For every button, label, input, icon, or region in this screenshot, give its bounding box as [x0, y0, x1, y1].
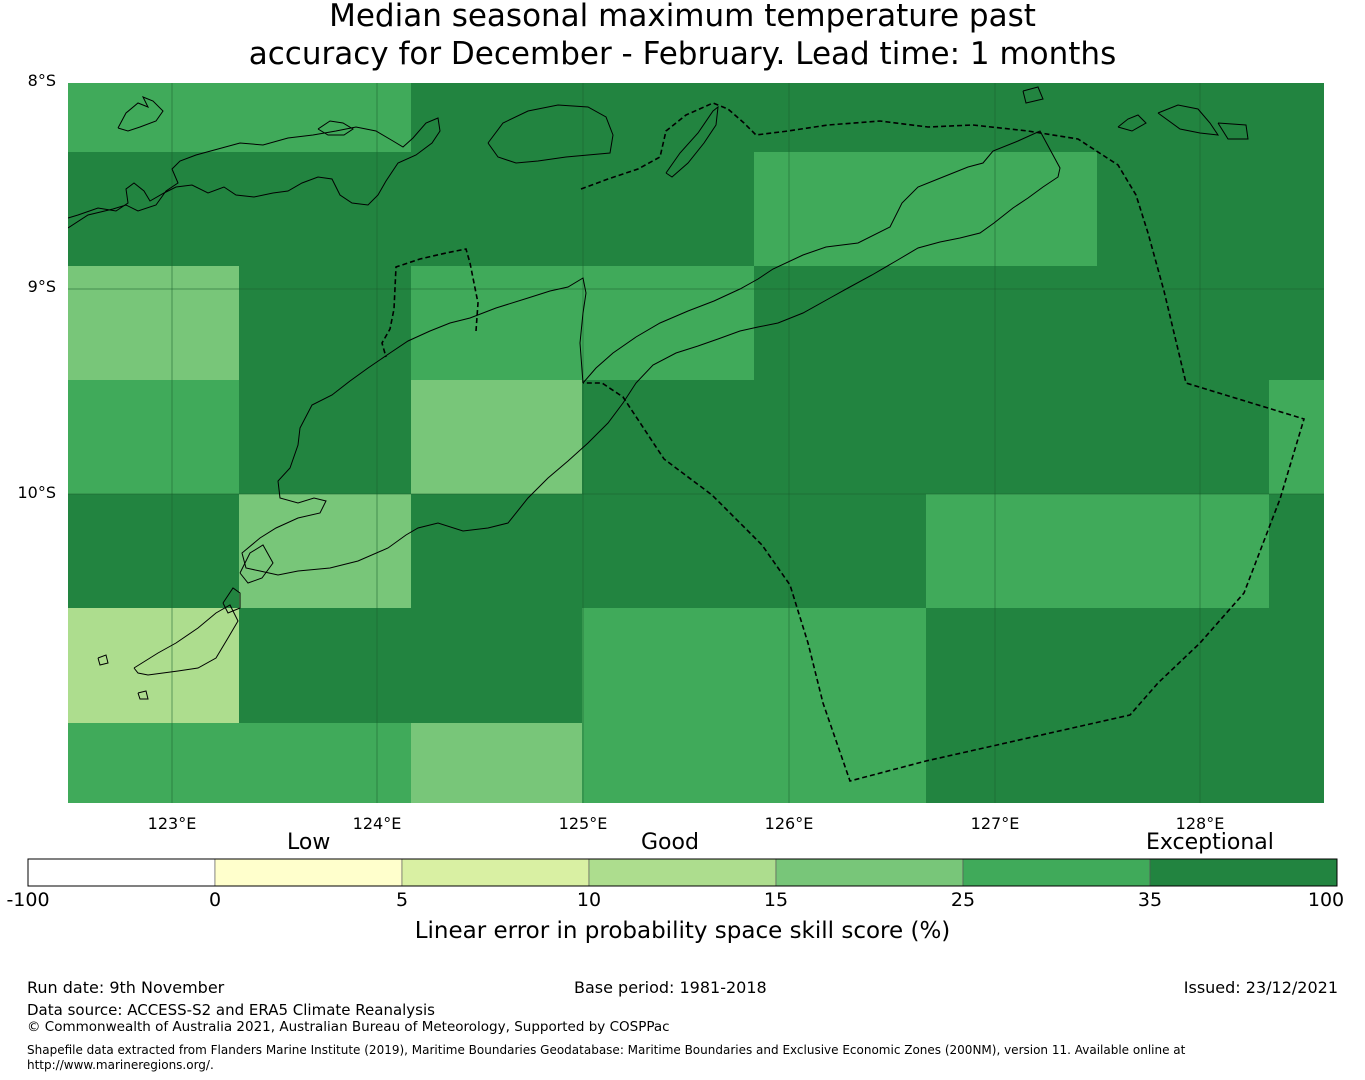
lat-label-9s: 9°S — [27, 277, 56, 296]
chart-title-line-2: accuracy for December - February. Lead t… — [248, 36, 1117, 72]
cell-good-high — [582, 608, 926, 723]
colorbar-segment-low-low — [214, 858, 403, 887]
colorbar-tick-label: 5 — [395, 889, 409, 911]
lon-label-127e: 127°E — [970, 814, 1020, 833]
lon-label-124e: 124°E — [352, 814, 402, 833]
cell-good-high — [68, 380, 239, 494]
run-date: Run date: 9th November — [27, 978, 225, 997]
colorbar-tick-label: 0 — [208, 889, 222, 911]
colorbar-segment-low-high — [401, 858, 590, 887]
copyright: © Commonwealth of Australia 2021, Austra… — [27, 1019, 670, 1035]
cell-good-mid — [411, 380, 582, 494]
colorbar-segment-none — [27, 858, 216, 887]
colorbar-tick-label: 15 — [763, 889, 789, 911]
category-label-exceptional: Exceptional — [1146, 830, 1274, 855]
colorbar-tick-label: 25 — [950, 889, 976, 911]
colorbar-tick-label: 100 — [1307, 889, 1345, 911]
colorbar-segment-good-high — [962, 858, 1151, 887]
issued-date: Issued: 23/12/2021 — [1183, 978, 1338, 997]
cell-good-low — [68, 608, 239, 723]
data-source: Data source: ACCESS-S2 and ERA5 Climate … — [27, 1001, 435, 1019]
shapefile-credit-line-2: http://www.marineregions.org/. — [27, 1058, 214, 1072]
lon-label-125e: 125°E — [558, 814, 608, 833]
cell-good-high — [1269, 380, 1324, 494]
lat-label-10s: 10°S — [17, 483, 56, 502]
colorbar-tick-label: -100 — [6, 889, 50, 911]
lon-label-126e: 126°E — [764, 814, 814, 833]
colorbar-segment-good-mid — [775, 858, 964, 887]
cell-good-mid — [68, 266, 239, 380]
cell-good-high — [68, 83, 411, 152]
lon-label-123e: 123°E — [147, 814, 197, 833]
lon-label-128e: 128°E — [1175, 814, 1225, 833]
skill-score-map — [68, 83, 1324, 803]
category-label-good: Good — [641, 830, 699, 855]
lat-label-8s: 8°S — [27, 71, 56, 90]
maritime-boundary — [381, 102, 1305, 782]
graticule — [68, 83, 1324, 803]
colorbar-title: Linear error in probability space skill … — [414, 918, 951, 944]
shapefile-credit-line-1: Shapefile data extracted from Flanders M… — [27, 1043, 1186, 1057]
colorbar-segment-good-low — [588, 858, 777, 887]
colorbar-segment-exceptional — [1149, 858, 1338, 887]
colorbar — [27, 858, 1338, 887]
colorbar-outline — [27, 858, 1338, 887]
colorbar-tick-label: 10 — [576, 889, 602, 911]
cell-good-high — [926, 494, 1269, 608]
cell-good-high — [68, 723, 411, 803]
category-label-low: Low — [287, 830, 331, 855]
coastlines — [68, 86, 1249, 700]
colorbar-tick-label: 35 — [1137, 889, 1163, 911]
cell-good-mid — [239, 494, 411, 608]
cell-good-high — [582, 723, 926, 803]
chart-title-line-1: Median seasonal maximum temperature past — [329, 0, 1036, 34]
cell-good-high — [754, 152, 1097, 266]
base-period: Base period: 1981-2018 — [574, 978, 767, 997]
cell-good-mid — [411, 723, 582, 803]
